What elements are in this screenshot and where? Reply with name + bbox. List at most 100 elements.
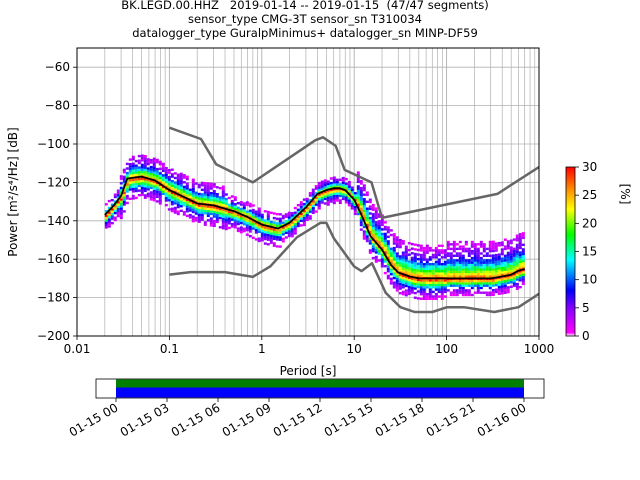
ppsd-cell <box>362 232 366 236</box>
ppsd-cell <box>221 187 225 191</box>
ppsd-cell <box>407 242 411 245</box>
ppsd-cell <box>356 194 360 197</box>
ppsd-cell <box>314 210 318 213</box>
ppsd-cell <box>152 185 156 188</box>
ppsd-cell <box>266 210 270 214</box>
ppsd-cell <box>329 195 333 199</box>
ppsd-cell <box>509 269 513 272</box>
ppsd-cell <box>326 203 330 206</box>
ppsd-cell <box>518 286 522 289</box>
ppsd-cell <box>482 261 486 264</box>
ppsd-cell <box>242 209 246 212</box>
ppsd-cell <box>308 194 312 197</box>
ppsd-cell <box>242 227 246 230</box>
ppsd-cell <box>218 216 222 220</box>
ppsd-cell <box>140 159 144 162</box>
ppsd-cell <box>365 219 369 222</box>
ppsd-cell <box>149 179 153 183</box>
ppsd-cell <box>122 194 126 197</box>
ppsd-cell <box>482 254 486 257</box>
ppsd-cell <box>458 261 462 264</box>
ppsd-cell <box>164 169 168 172</box>
ppsd-cell <box>296 210 300 214</box>
ppsd-cell <box>461 284 465 287</box>
ppsd-cell <box>461 247 465 251</box>
ppsd-cell <box>371 243 375 246</box>
ppsd-cell <box>155 167 159 171</box>
ppsd-cell <box>410 284 414 287</box>
ppsd-cell <box>485 273 489 276</box>
ppsd-cell <box>200 213 204 217</box>
ppsd-cell <box>344 178 348 181</box>
ppsd-cell <box>209 212 213 216</box>
ppsd-cell <box>212 210 216 214</box>
ppsd-cell <box>482 273 486 276</box>
ppsd-cell <box>359 182 363 185</box>
ppsd-cell <box>518 276 522 280</box>
ppsd-cell <box>152 176 156 179</box>
ppsd-cell <box>224 225 228 228</box>
ppsd-cell <box>419 290 423 294</box>
ppsd-cell <box>437 260 441 264</box>
ppsd-cell <box>323 195 327 198</box>
ppsd-cell <box>329 191 333 194</box>
ppsd-cell <box>419 297 423 300</box>
ppsd-cell <box>302 205 306 208</box>
ppsd-cell <box>260 236 264 240</box>
ppsd-cell <box>380 255 384 259</box>
ppsd-cell <box>479 282 483 285</box>
ppsd-cell <box>512 256 516 260</box>
ppsd-cell <box>314 187 318 190</box>
ppsd-cell <box>482 291 486 294</box>
ppsd-cell <box>143 196 147 199</box>
ppsd-cell <box>308 217 312 220</box>
ppsd-axes: 0.01 0.1 1 10 100 1000 −200−180−160−140−120−1… <box>6 47 554 378</box>
ppsd-cell <box>143 187 147 190</box>
ppsd-cell <box>155 195 159 198</box>
ppsd-cell <box>275 231 279 234</box>
ppsd-cell <box>215 216 219 219</box>
ppsd-cell <box>281 228 285 231</box>
ppsd-cell <box>176 185 180 188</box>
ppsd-cell <box>359 228 363 231</box>
ppsd-cell <box>266 227 270 230</box>
ppsd-cell <box>188 193 192 196</box>
ppsd-cell <box>107 218 111 221</box>
chart-title-line3: datalogger_type GuralpMinimus+ datalogge… <box>132 26 478 40</box>
ppsd-cell <box>374 228 378 231</box>
ppsd-cell <box>263 221 267 225</box>
ppsd-cell <box>266 238 270 241</box>
ppsd-cell <box>449 243 453 246</box>
ppsd-cell <box>257 223 261 227</box>
ppsd-cell <box>338 178 342 181</box>
ppsd-cell <box>431 283 435 287</box>
y-tick-label: −200 <box>37 329 70 343</box>
ppsd-cell <box>494 290 498 294</box>
ppsd-cell <box>497 290 501 293</box>
timeline-tick-label: 01-15 00 <box>67 400 121 439</box>
ppsd-cell <box>386 231 390 234</box>
ppsd-cell <box>392 242 396 245</box>
ppsd-cell <box>365 232 369 236</box>
ppsd-cell <box>122 175 126 178</box>
ppsd-cell <box>146 178 150 182</box>
ppsd-cell <box>437 244 441 247</box>
ppsd-cell <box>326 189 330 192</box>
ppsd-cell <box>128 174 132 177</box>
ppsd-cell <box>488 270 492 274</box>
ppsd-cell <box>356 178 360 181</box>
ppsd-cell <box>119 205 123 208</box>
ppsd-cell <box>170 207 174 210</box>
ppsd-cell <box>239 231 243 234</box>
ppsd-cell <box>302 214 306 217</box>
ppsd-cell <box>458 284 462 287</box>
ppsd-cell <box>464 261 468 264</box>
ppsd-cell <box>386 226 390 229</box>
ppsd-cell <box>503 282 507 285</box>
ppsd-cell <box>251 211 255 214</box>
ppsd-cell <box>377 238 381 241</box>
ppsd-cell <box>452 263 456 267</box>
ppsd-cell <box>398 245 402 249</box>
ppsd-cell <box>182 213 186 216</box>
ppsd-cell <box>458 282 462 285</box>
